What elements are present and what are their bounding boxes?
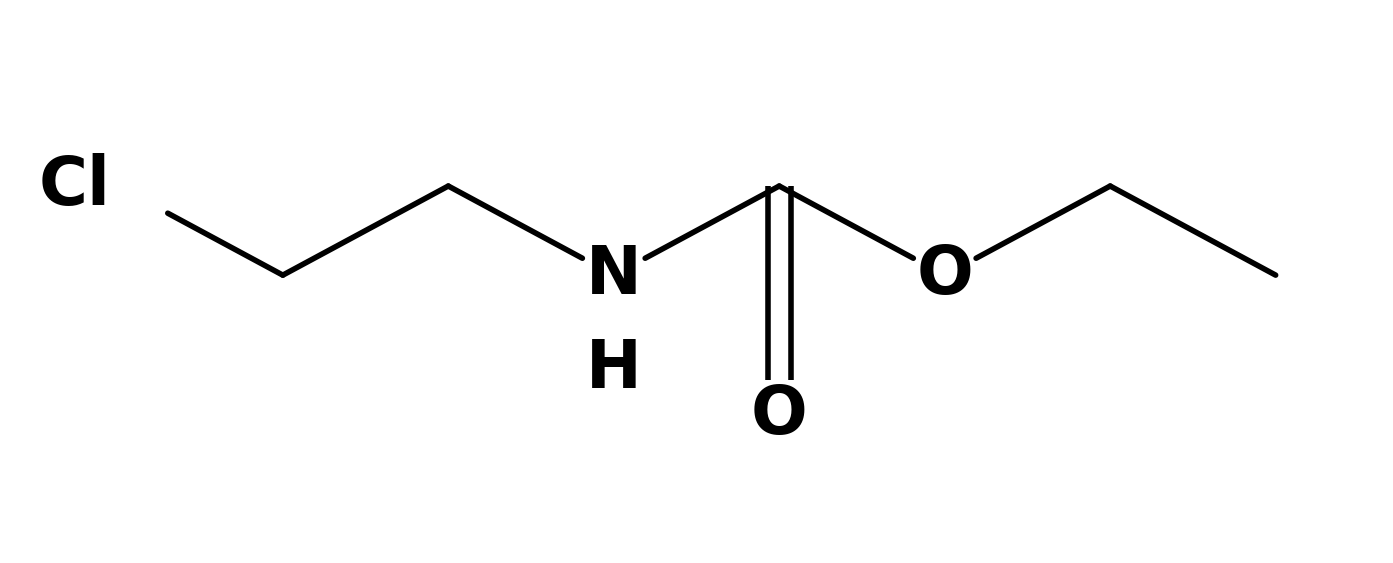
Text: H: H bbox=[586, 336, 642, 402]
Text: O: O bbox=[751, 382, 808, 448]
Text: O: O bbox=[917, 242, 974, 308]
Text: Cl: Cl bbox=[39, 153, 111, 219]
Text: N: N bbox=[586, 242, 642, 308]
